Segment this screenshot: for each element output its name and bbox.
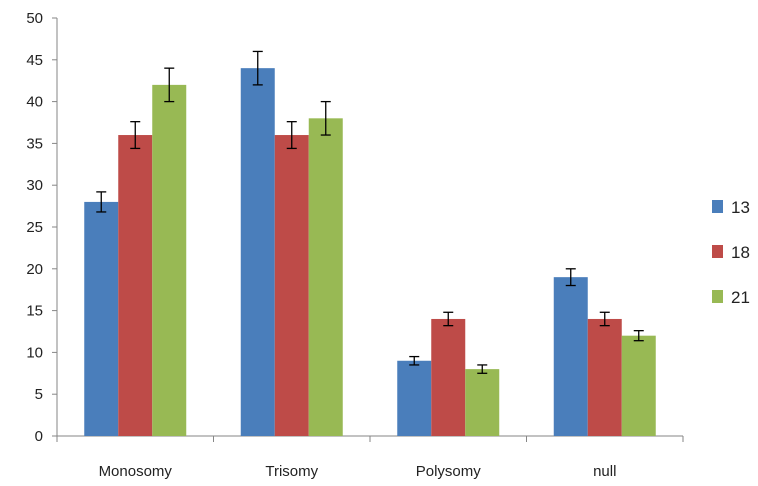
y-tick-label: 0 [35,428,43,445]
bar-21-trisomy [308,118,343,436]
bar-13-polysomy [397,360,432,436]
error-bars-group [96,50,644,374]
y-tick-label: 45 [26,52,43,69]
bar-21-monosomy [152,84,187,436]
y-tick-label: 50 [26,10,43,27]
bar-21-polysomy [465,369,500,436]
bar-13-null [553,277,588,436]
y-tick-label: 5 [35,386,43,403]
x-axis: Monosomy Trisomy Polysomy null [56,435,684,480]
legend-swatch-13 [712,200,723,213]
legend-label-21: 21 [731,288,750,307]
bar-13-monosomy [84,201,119,436]
bar-18-trisomy [274,135,309,437]
legend-swatch-18 [712,245,723,258]
legend-swatch-21 [712,290,723,303]
y-tick-label: 20 [26,261,43,278]
legend: 13 18 21 [712,198,750,307]
legend-label-13: 13 [731,198,750,217]
y-axis: 0 5 10 15 20 25 30 35 40 45 50 [26,10,58,445]
x-category-label: Trisomy [265,463,318,480]
bar-18-monosomy [118,135,153,437]
y-tick-label: 30 [26,177,43,194]
bar-18-null [587,318,622,436]
x-category-label: Monosomy [99,463,173,480]
legend-label-18: 18 [731,243,750,262]
y-tick-label: 15 [26,303,43,320]
y-tick-label: 10 [26,344,43,361]
bars-group [84,68,656,437]
y-tick-label: 40 [26,94,43,111]
x-category-label: Polysomy [416,463,482,480]
x-category-label: null [593,463,616,480]
bar-21-null [621,335,656,436]
y-tick-label: 25 [26,219,43,236]
y-tick-label: 35 [26,135,43,152]
bar-13-trisomy [240,68,275,436]
bar-18-polysomy [431,318,466,436]
